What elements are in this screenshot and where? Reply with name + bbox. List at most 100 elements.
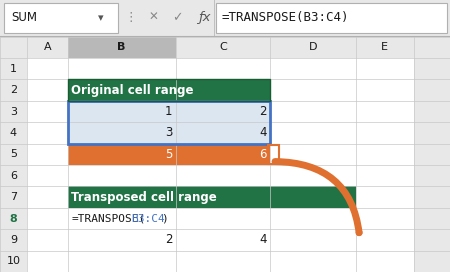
Bar: [176, 229, 270, 251]
Bar: [356, 101, 414, 122]
Text: 1: 1: [165, 105, 172, 118]
Text: 7: 7: [10, 192, 17, 202]
Bar: [176, 144, 270, 165]
Bar: [176, 251, 270, 272]
Bar: [68, 79, 176, 101]
Bar: [356, 229, 414, 251]
Bar: [68, 165, 176, 186]
Bar: [68, 37, 176, 58]
Bar: [270, 122, 356, 144]
Text: =TRANSPOSE(: =TRANSPOSE(: [71, 214, 145, 224]
Text: ✓: ✓: [172, 11, 183, 24]
Bar: [176, 37, 270, 58]
Bar: [27, 165, 68, 186]
Bar: [68, 122, 176, 144]
Text: E: E: [381, 42, 388, 52]
Bar: [176, 122, 270, 144]
Bar: [216, 3, 447, 33]
Bar: [270, 251, 356, 272]
Bar: [0, 186, 27, 208]
Text: SUM: SUM: [11, 11, 37, 24]
Text: 3: 3: [10, 107, 17, 117]
Bar: [356, 186, 414, 208]
Bar: [270, 58, 356, 79]
Text: ⋮: ⋮: [124, 11, 137, 24]
Bar: [270, 79, 356, 101]
Bar: [356, 79, 414, 101]
Bar: [68, 144, 176, 165]
Bar: [176, 79, 270, 101]
Bar: [0, 208, 27, 229]
Bar: [270, 165, 356, 186]
Bar: [68, 58, 176, 79]
Text: 4: 4: [259, 233, 267, 246]
Bar: [27, 229, 68, 251]
Bar: [270, 37, 356, 58]
Text: 4: 4: [259, 126, 267, 140]
Bar: [176, 186, 270, 208]
Bar: [0, 251, 27, 272]
Bar: [27, 208, 68, 229]
Bar: [268, 145, 279, 164]
Text: Original cell range: Original cell range: [71, 84, 194, 97]
Bar: [356, 58, 414, 79]
Text: A: A: [44, 42, 51, 52]
Bar: [27, 186, 68, 208]
Bar: [176, 58, 270, 79]
Bar: [214, 0, 215, 37]
Bar: [27, 79, 68, 101]
Bar: [4, 3, 118, 33]
Text: 1: 1: [10, 64, 17, 74]
Bar: [0, 122, 27, 144]
Text: ƒx: ƒx: [198, 11, 210, 24]
Bar: [270, 101, 356, 122]
Bar: [0, 229, 27, 251]
Bar: [68, 186, 176, 208]
Text: B3:C4: B3:C4: [131, 214, 165, 224]
Text: 4: 4: [10, 128, 17, 138]
Bar: [176, 165, 270, 186]
Bar: [68, 79, 270, 101]
Text: 2: 2: [10, 85, 17, 95]
Text: ): ): [162, 214, 168, 224]
Bar: [356, 122, 414, 144]
Bar: [0, 144, 27, 165]
Bar: [356, 251, 414, 272]
Bar: [176, 101, 270, 122]
Bar: [27, 37, 68, 58]
Text: 6: 6: [10, 171, 17, 181]
Bar: [270, 144, 356, 165]
Bar: [27, 144, 68, 165]
Text: 8: 8: [9, 214, 18, 224]
Bar: [0, 101, 27, 122]
Text: 5: 5: [10, 149, 17, 159]
Text: C: C: [219, 42, 227, 52]
Bar: [356, 144, 414, 165]
Bar: [176, 208, 270, 229]
Bar: [68, 208, 176, 229]
Bar: [270, 186, 356, 208]
Text: D: D: [309, 42, 317, 52]
Text: =TRANSPOSE(B3:C4): =TRANSPOSE(B3:C4): [221, 11, 349, 24]
Text: 2: 2: [165, 233, 172, 246]
Bar: [27, 122, 68, 144]
Bar: [270, 208, 356, 229]
Bar: [68, 34, 176, 37]
Bar: [27, 101, 68, 122]
Bar: [356, 208, 414, 229]
Bar: [0, 165, 27, 186]
Text: 6: 6: [259, 148, 267, 161]
Bar: [356, 165, 414, 186]
Text: 10: 10: [6, 256, 21, 266]
Text: 5: 5: [165, 148, 172, 161]
Bar: [68, 251, 176, 272]
Bar: [68, 101, 176, 122]
Bar: [0, 79, 27, 101]
Bar: [68, 101, 270, 144]
Bar: [270, 229, 356, 251]
Text: ▾: ▾: [99, 13, 104, 23]
Text: 3: 3: [165, 126, 172, 140]
Text: 9: 9: [10, 235, 17, 245]
Text: Transposed cell range: Transposed cell range: [71, 191, 217, 204]
Text: B: B: [117, 42, 126, 52]
